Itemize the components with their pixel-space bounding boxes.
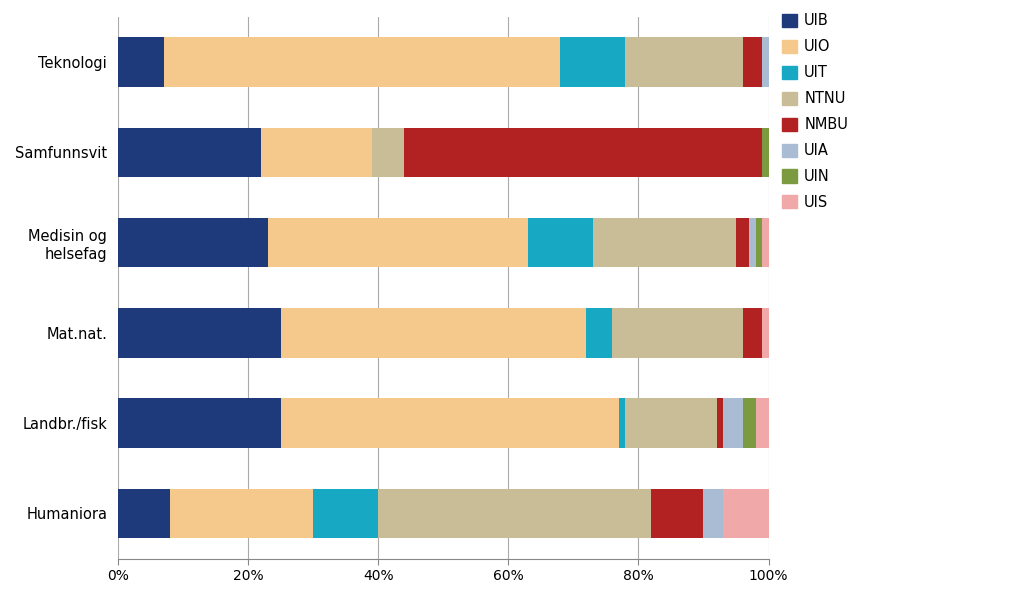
Bar bbox=[613, 308, 742, 358]
Bar bbox=[118, 398, 281, 448]
Bar bbox=[742, 398, 755, 448]
Bar bbox=[651, 489, 704, 538]
Bar bbox=[736, 218, 749, 267]
Bar bbox=[626, 398, 717, 448]
Bar bbox=[755, 218, 762, 267]
Legend: UIB, UIO, UIT, NTNU, NMBU, UIA, UIN, UIS: UIB, UIO, UIT, NTNU, NMBU, UIA, UIN, UIS bbox=[783, 13, 848, 210]
Bar bbox=[170, 489, 313, 538]
Bar bbox=[742, 37, 762, 87]
Bar bbox=[704, 489, 723, 538]
Bar bbox=[749, 218, 755, 267]
Bar bbox=[404, 127, 762, 177]
Bar bbox=[717, 398, 723, 448]
Bar bbox=[281, 308, 586, 358]
Bar bbox=[723, 489, 768, 538]
Bar bbox=[118, 37, 164, 87]
Bar bbox=[118, 308, 281, 358]
Bar bbox=[528, 218, 592, 267]
Bar bbox=[755, 398, 768, 448]
Bar bbox=[592, 218, 736, 267]
Bar bbox=[762, 218, 768, 267]
Bar bbox=[118, 218, 268, 267]
Bar bbox=[313, 489, 378, 538]
Bar bbox=[261, 127, 372, 177]
Bar bbox=[268, 218, 528, 267]
Bar bbox=[762, 308, 768, 358]
Bar bbox=[742, 308, 762, 358]
Bar bbox=[378, 489, 651, 538]
Bar bbox=[762, 127, 768, 177]
Bar bbox=[762, 37, 768, 87]
Bar bbox=[281, 398, 619, 448]
Bar bbox=[560, 37, 626, 87]
Bar bbox=[372, 127, 404, 177]
Bar bbox=[619, 398, 626, 448]
Bar bbox=[626, 37, 742, 87]
Bar bbox=[118, 489, 170, 538]
Bar bbox=[586, 308, 613, 358]
Bar bbox=[118, 127, 261, 177]
Bar bbox=[723, 398, 742, 448]
Bar bbox=[164, 37, 560, 87]
